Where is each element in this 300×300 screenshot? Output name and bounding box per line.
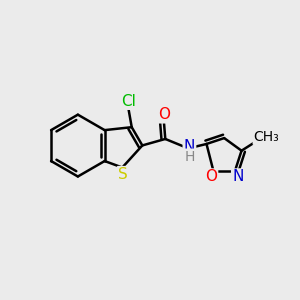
Text: CH₃: CH₃ <box>254 130 279 144</box>
Text: H: H <box>184 150 195 164</box>
Text: N: N <box>184 140 195 154</box>
Text: S: S <box>118 167 128 182</box>
Text: O: O <box>205 169 217 184</box>
Text: O: O <box>158 107 170 122</box>
Text: Cl: Cl <box>121 94 136 109</box>
Text: N: N <box>232 169 244 184</box>
